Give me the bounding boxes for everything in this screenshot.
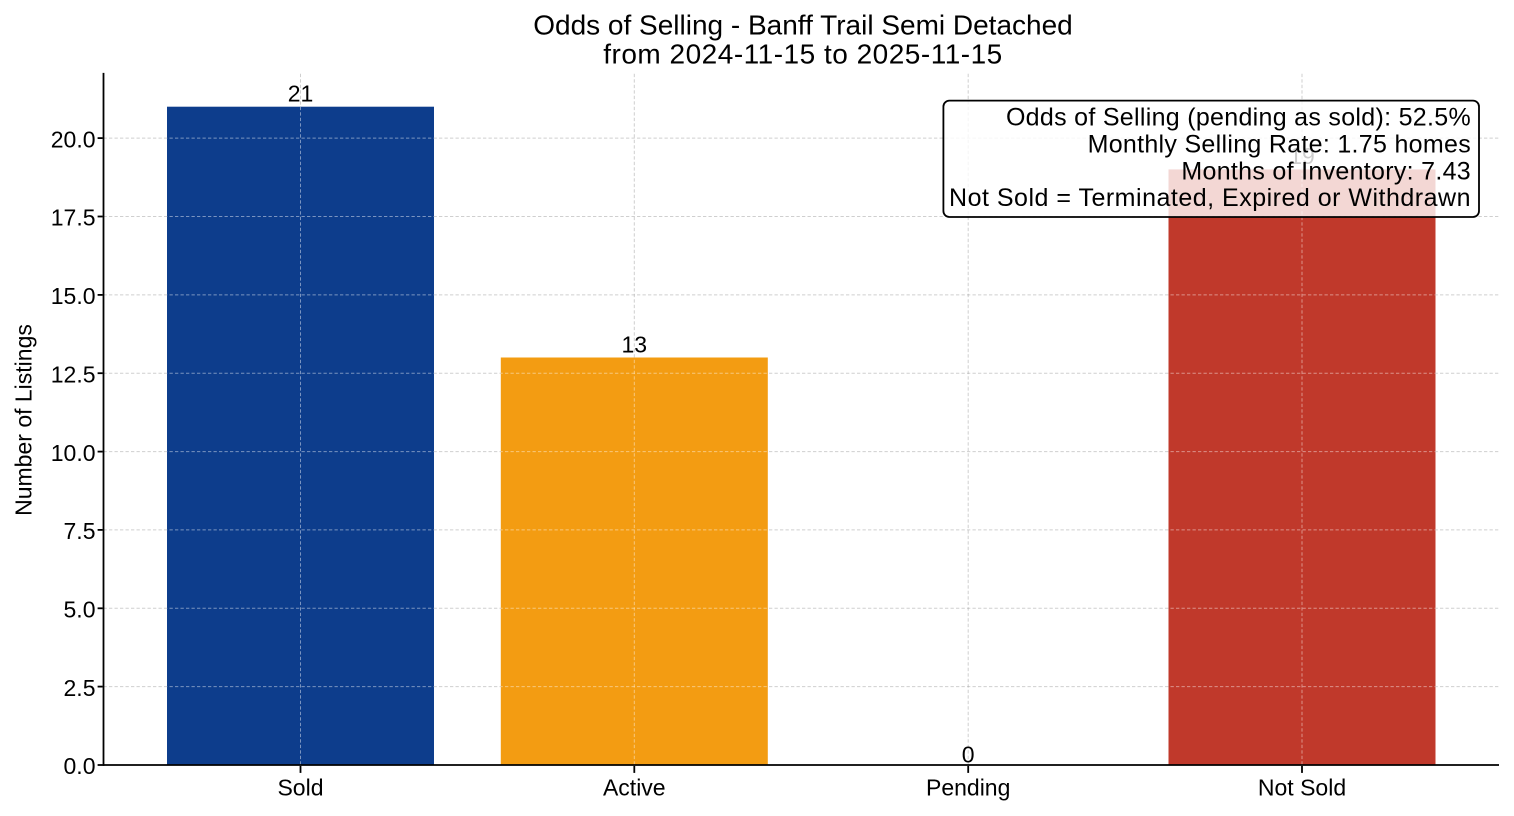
svg-text:Number of Listings: Number of Listings xyxy=(11,324,37,516)
svg-text:2.5: 2.5 xyxy=(64,675,96,701)
svg-text:12.5: 12.5 xyxy=(51,361,96,387)
svg-text:13: 13 xyxy=(622,331,648,357)
svg-text:15.0: 15.0 xyxy=(51,283,96,309)
svg-text:Sold: Sold xyxy=(277,775,323,801)
svg-text:Active: Active xyxy=(603,775,666,801)
svg-text:21: 21 xyxy=(288,81,314,107)
svg-text:from 2024-11-15 to 2025-11-15: from 2024-11-15 to 2025-11-15 xyxy=(603,38,1003,69)
svg-text:20.0: 20.0 xyxy=(51,126,96,152)
svg-text:10.0: 10.0 xyxy=(51,440,96,466)
svg-text:5.0: 5.0 xyxy=(64,597,96,623)
svg-text:Pending: Pending xyxy=(926,775,1010,801)
svg-text:7.5: 7.5 xyxy=(64,518,96,544)
svg-text:Not Sold = Terminated, Expired: Not Sold = Terminated, Expired or Withdr… xyxy=(949,184,1471,212)
svg-text:Months of Inventory: 7.43: Months of Inventory: 7.43 xyxy=(1181,157,1471,185)
svg-text:0: 0 xyxy=(962,742,975,768)
svg-text:Monthly Selling Rate: 1.75 hom: Monthly Selling Rate: 1.75 homes xyxy=(1088,131,1471,159)
svg-text:17.5: 17.5 xyxy=(51,205,96,231)
svg-text:Odds of Selling (pending as so: Odds of Selling (pending as sold): 52.5% xyxy=(1006,104,1471,132)
svg-text:Odds of Selling - Banff Trail: Odds of Selling - Banff Trail Semi Detac… xyxy=(533,10,1073,41)
svg-text:Not Sold: Not Sold xyxy=(1258,775,1346,801)
svg-text:0.0: 0.0 xyxy=(64,753,96,779)
